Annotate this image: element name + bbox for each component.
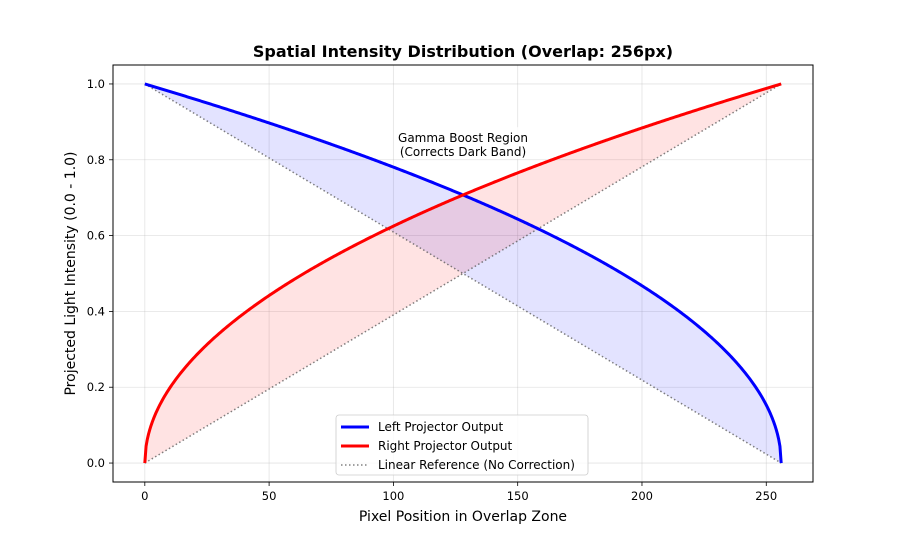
y-tick-label: 0.0: [87, 456, 105, 470]
legend-item-left-projector: Left Projector Output: [341, 420, 504, 434]
legend-label: Left Projector Output: [378, 420, 504, 434]
x-axis-label: Pixel Position in Overlap Zone: [359, 509, 567, 525]
y-axis-label: Projected Light Intensity (0.0 - 1.0): [63, 151, 79, 395]
legend-item-right-projector: Right Projector Output: [341, 439, 513, 453]
x-tick-label: 200: [631, 489, 653, 503]
legend-label: Linear Reference (No Correction): [378, 458, 575, 472]
annotation: Gamma Boost Region(Corrects Dark Band): [395, 127, 531, 160]
y-tick-label: 0.2: [87, 380, 105, 394]
series-lines: [143, 82, 783, 464]
x-tick-label: 250: [755, 489, 777, 503]
grid: [113, 65, 813, 482]
annotation-box: [395, 127, 531, 160]
linear-reference-line-right: [144, 83, 782, 464]
x-tick-label: 150: [507, 489, 529, 503]
legend: Left Projector Output Right Projector Out…: [335, 414, 589, 476]
y-tick-label: 0.6: [87, 229, 105, 243]
y-tick-label: 0.4: [87, 304, 105, 318]
right-fill-area: [144, 83, 782, 464]
x-tick-label: 100: [382, 489, 404, 503]
linear-reference-line-left: [144, 83, 782, 464]
annotation-text-line: (Corrects Dark Band): [400, 145, 526, 159]
x-axis-ticks: 0 50 100 150 200 250: [141, 482, 777, 503]
y-tick-label: 1.0: [87, 77, 105, 91]
plot-frame: [112, 64, 814, 483]
right-projector-line: [143, 82, 782, 464]
x-tick-label: 50: [262, 489, 277, 503]
legend-label: Right Projector Output: [378, 439, 513, 453]
y-axis-ticks: 0.0 0.2 0.4 0.6 0.8 1.0: [87, 77, 113, 470]
chart-title: Spatial Intensity Distribution (Overlap:…: [253, 42, 673, 61]
legend-item-linear-reference: Linear Reference (No Correction): [341, 458, 575, 472]
annotation-text-line: Gamma Boost Region: [398, 131, 528, 145]
legend-box: [335, 414, 589, 476]
x-tick-label: 0: [141, 489, 148, 503]
y-tick-label: 0.8: [87, 153, 105, 167]
